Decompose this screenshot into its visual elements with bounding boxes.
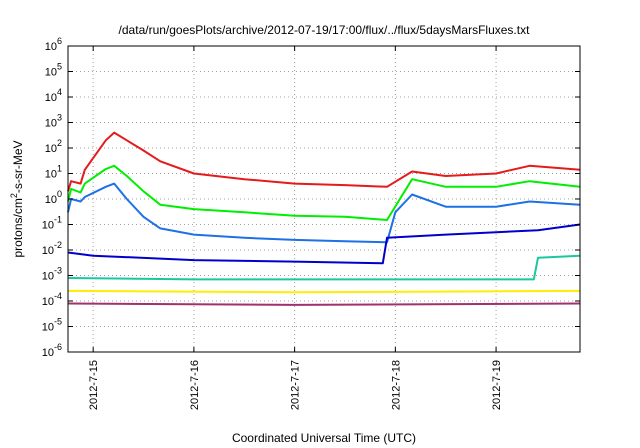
x-tick-label: 2012-7-16 [189, 360, 201, 410]
y-tick-label: 10-3 [42, 266, 62, 283]
series-line-6 [67, 289, 581, 294]
y-tick-label: 10-6 [42, 342, 62, 359]
series-line-2 [67, 164, 581, 221]
x-tick-label: 2012-7-17 [290, 360, 302, 410]
y-tick-label: 10-5 [42, 317, 62, 334]
grid-layer [68, 46, 580, 352]
series-line-7 [67, 302, 581, 306]
y-axis-title: protons/cm2-s-sr-MeV [9, 140, 25, 257]
series-line-5 [67, 254, 581, 281]
y-tick-label: 10-2 [42, 240, 62, 257]
y-tick-label: 106 [45, 36, 62, 53]
series-line-3 [67, 182, 581, 244]
y-tick-label: 10-1 [42, 215, 62, 232]
x-tick-label: 2012-7-19 [491, 360, 503, 410]
x-axis-title: Coordinated Universal Time (UTC) [232, 431, 416, 445]
tick-layer: 10-6 10-5 10-4 10-3 10-2 10-1 100 101 102 103 104 1… [42, 36, 580, 410]
series-layer [67, 131, 581, 306]
y-tick-label: 104 [45, 87, 62, 104]
chart-title: /data/run/goesPlots/archive/2012-07-19/1… [119, 23, 531, 37]
y-tick-label: 10-4 [42, 291, 62, 308]
y-tick-label: 105 [45, 62, 62, 79]
y-tick-label: 101 [45, 164, 62, 181]
x-tick-label: 2012-7-18 [390, 360, 402, 410]
x-tick-label: 2012-7-15 [88, 360, 100, 410]
series-line-1 [67, 131, 581, 192]
y-tick-label: 102 [45, 138, 62, 155]
y-tick-label: 103 [45, 113, 62, 130]
y-tick-label: 100 [45, 189, 62, 206]
series-line-4 [67, 223, 581, 265]
